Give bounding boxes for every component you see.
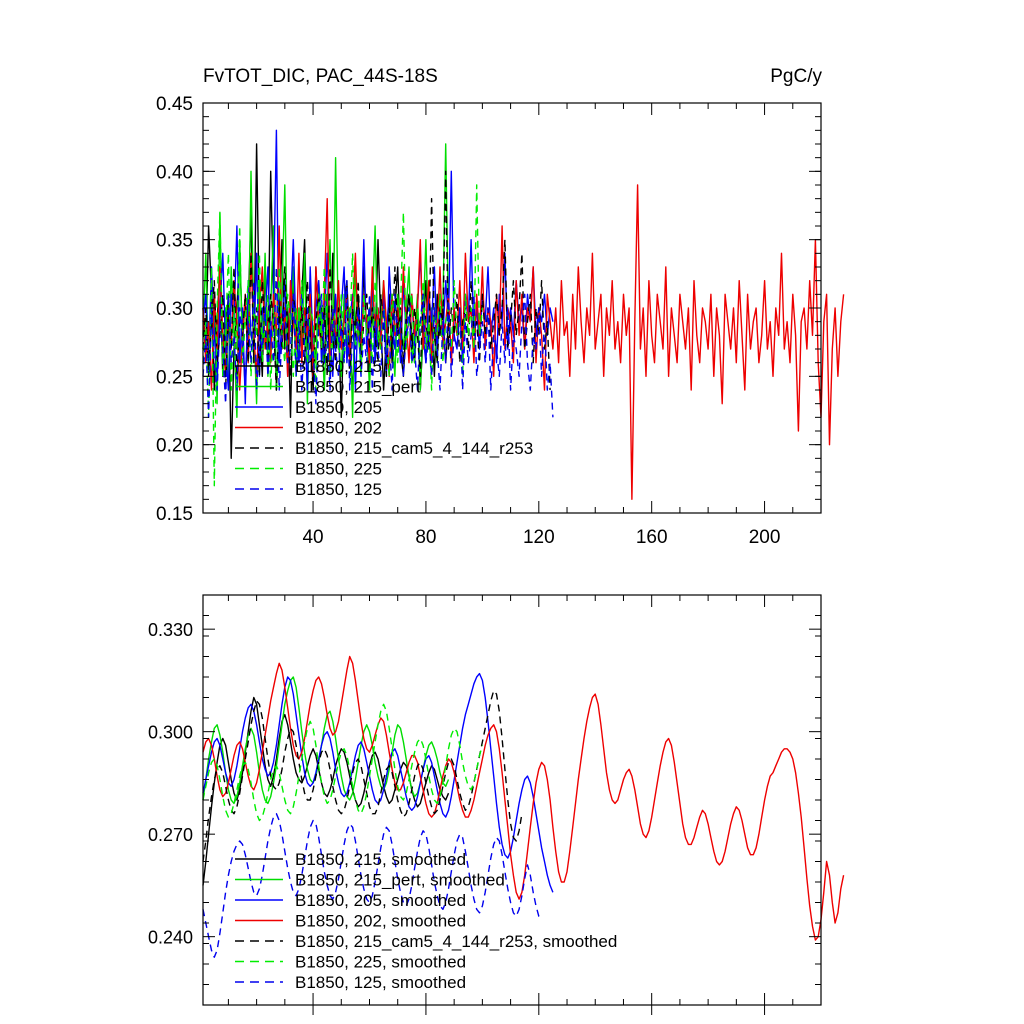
top-axes: 0.15 0.20 0.25 0.30 0.35 0.40 0.45 40 80 120 160 20… xyxy=(156,94,822,548)
x-tick-label: 80 xyxy=(415,527,436,548)
y-tick-label: 0.330 xyxy=(148,620,193,640)
legend-label-0: B1850, 215, smoothed xyxy=(295,850,466,869)
legend-label-6: B1850, 125 xyxy=(295,480,382,499)
bottom-axes: 0.240 0.270 0.300 0.330 xyxy=(148,594,822,1015)
top-units: PgC/y xyxy=(770,66,822,87)
series-line-5 xyxy=(202,184,484,487)
legend-label-4: B1850, 215_cam5_4_144_r253, smoothed xyxy=(295,932,617,951)
y-tick-label: 0.40 xyxy=(156,162,193,183)
x-tick-label: 200 xyxy=(749,527,781,548)
series-line-6 xyxy=(202,266,554,418)
series-line-5 xyxy=(202,703,484,822)
y-tick-label: 0.45 xyxy=(156,94,193,115)
legend-label-2: B1850, 205 xyxy=(295,398,382,417)
series-line-4 xyxy=(202,690,523,862)
series-line-6 xyxy=(202,813,543,958)
y-tick-label: 0.30 xyxy=(156,299,193,320)
y-tick-label: 0.25 xyxy=(156,367,193,388)
y-tick-label: 0.270 xyxy=(148,825,193,845)
y-tick-label: 0.300 xyxy=(148,723,193,743)
legend-label-1: B1850, 215_pert, smoothed xyxy=(295,871,505,890)
y-tick-label: 0.35 xyxy=(156,231,193,252)
y-tick-label: 0.15 xyxy=(156,504,193,525)
x-tick-label: 40 xyxy=(302,527,323,548)
bottom-panel: 0.240 0.270 0.300 0.330 B1850, 215, smoothe… xyxy=(148,594,845,1015)
legend-label-5: B1850, 225 xyxy=(295,460,382,479)
top-series-lines xyxy=(202,129,845,500)
x-tick-label: 160 xyxy=(636,527,668,548)
y-tick-label: 0.240 xyxy=(148,928,193,948)
legend-label-1: B1850, 215_pert xyxy=(295,378,421,397)
legend-label-6: B1850, 125, smoothed xyxy=(295,973,466,992)
bottom-series-lines xyxy=(202,655,845,958)
legend-label-0: B1850, 215 xyxy=(295,357,382,376)
top-panel: FvTOT_DIC, PAC_44S-18S PgC/y 0.15 0.20 0.2… xyxy=(156,66,845,548)
bottom-legend: B1850, 215, smoothed B1850, 215_pert, smo… xyxy=(235,850,617,992)
x-tick-label: 120 xyxy=(523,527,555,548)
legend-label-2: B1850, 205, smoothed xyxy=(295,891,466,910)
y-tick-label: 0.20 xyxy=(156,436,193,457)
legend-label-3: B1850, 202 xyxy=(295,419,382,438)
top-title: FvTOT_DIC, PAC_44S-18S xyxy=(203,66,438,87)
legend-label-5: B1850, 225, smoothed xyxy=(295,953,466,972)
legend-label-3: B1850, 202, smoothed xyxy=(295,912,466,931)
legend-label-4: B1850, 215_cam5_4_144_r253 xyxy=(295,439,533,458)
